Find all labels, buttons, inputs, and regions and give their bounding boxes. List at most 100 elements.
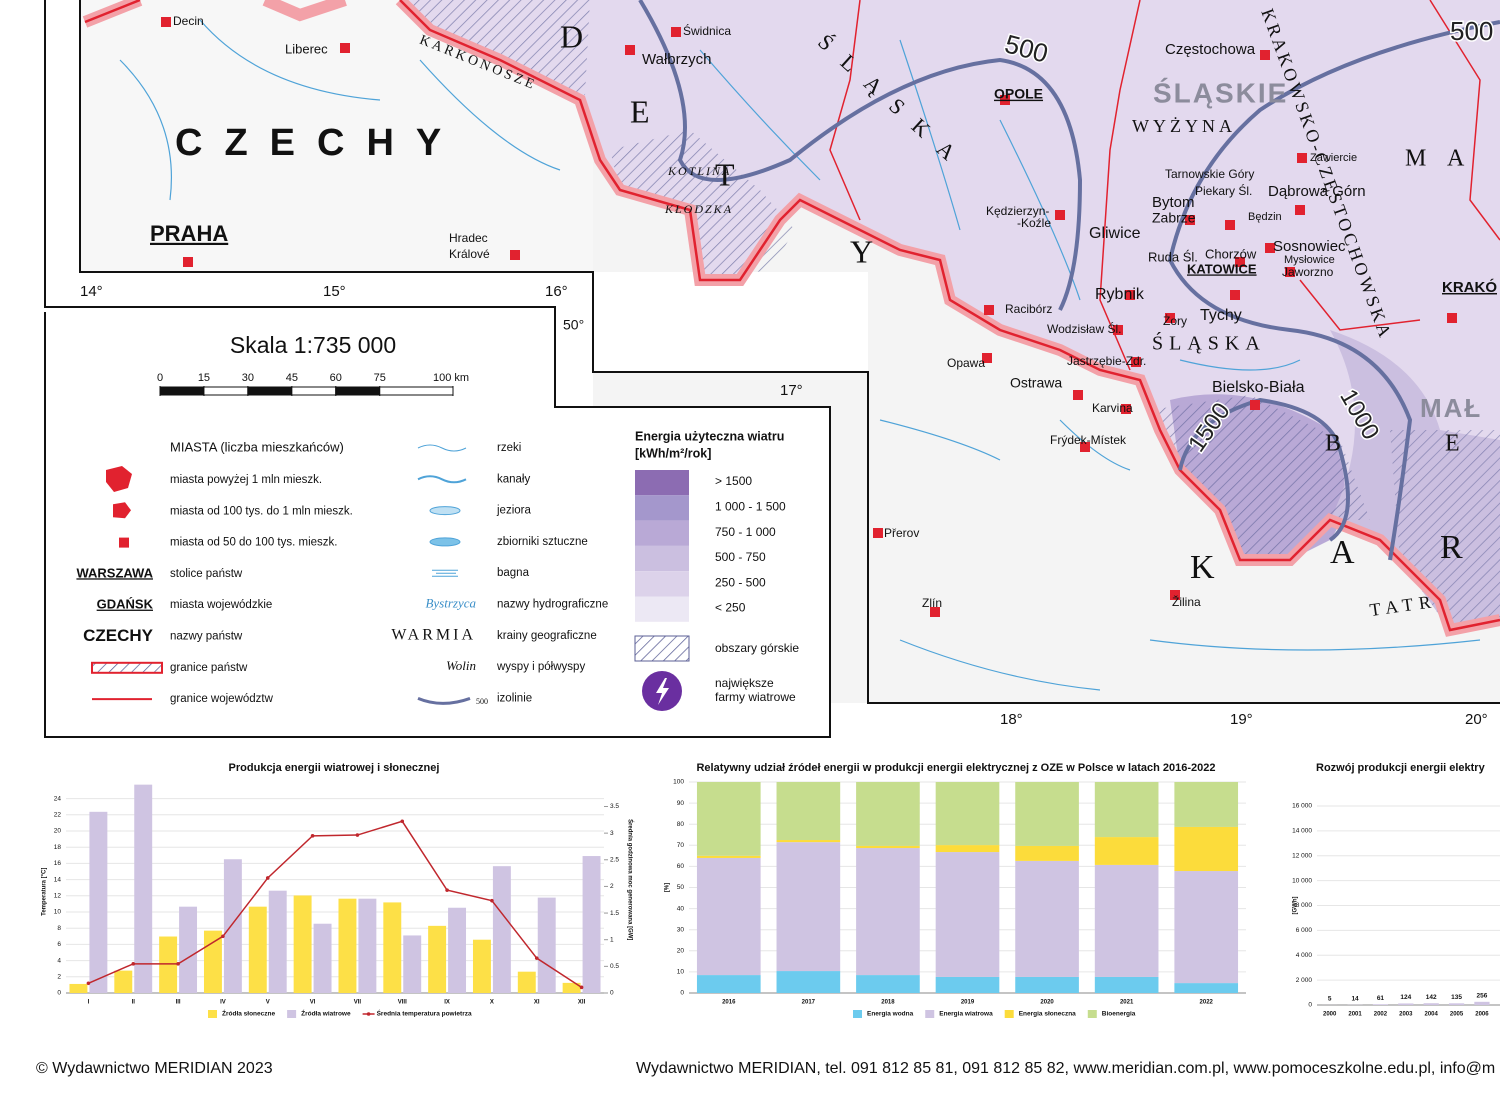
map-label: Přerov xyxy=(884,526,919,540)
value-label: 124 xyxy=(1400,994,1411,1001)
wind-class xyxy=(635,495,689,521)
legend-label: < 250 xyxy=(715,601,746,615)
map-label: Y xyxy=(850,233,873,269)
bar-segment xyxy=(776,842,841,972)
legend-label: farmy wiatrowe xyxy=(715,690,796,704)
y-tick-label: 22 xyxy=(54,812,62,819)
map-label: Zlín xyxy=(922,596,942,610)
bar xyxy=(293,895,312,993)
bar-segment xyxy=(935,976,1000,993)
legend-label: największe xyxy=(715,676,774,690)
y-tick-label: 20 xyxy=(677,948,685,955)
y-tick-label: 2 000 xyxy=(1296,977,1313,984)
y2-tick-label: 0.5 xyxy=(610,963,619,970)
legend-icon xyxy=(91,661,163,674)
city xyxy=(984,305,994,315)
chart: Relatywny udział źródeł energii w produk… xyxy=(665,762,1246,1018)
city xyxy=(1121,404,1131,414)
line-point xyxy=(490,898,494,903)
y-tick-label: 60 xyxy=(677,863,685,870)
map-label: Zawiercie xyxy=(1310,152,1357,164)
map-label: Karvina xyxy=(1092,401,1133,415)
bar xyxy=(1423,1003,1439,1005)
bar xyxy=(223,859,242,993)
bar-segment xyxy=(696,855,761,858)
map-label: A xyxy=(1330,534,1355,571)
scale-tick-label: 30 xyxy=(242,372,254,384)
map-label: Częstochowa xyxy=(1165,41,1256,58)
x-tick-label: 2006 xyxy=(1475,1012,1489,1018)
legend-swatch xyxy=(925,1010,935,1018)
bar xyxy=(338,898,357,993)
map-label: Dąbrowa Górn xyxy=(1268,183,1366,200)
map-label: Žilina xyxy=(1172,594,1201,609)
chart-title: Rozwój produkcji energii elektry xyxy=(1316,762,1486,774)
legend-label: Energia wodna xyxy=(867,1011,914,1018)
line-point xyxy=(534,956,539,960)
legend-title: Energia użyteczna wiatru xyxy=(635,429,784,443)
legend-swatch xyxy=(853,1010,862,1018)
map-label: Gliwice xyxy=(1089,225,1141,242)
legend-label: miasta powyżej 1 mln mieszk. xyxy=(170,474,322,486)
legend-sample: Wolin xyxy=(446,658,476,673)
legend-label: miasta od 50 do 100 tys. mieszk. xyxy=(170,537,337,549)
bar-segment xyxy=(1174,983,1239,993)
value-label: 142 xyxy=(1426,994,1437,1001)
legend-label: granice województw xyxy=(170,693,274,705)
y-tick-label: 10 xyxy=(54,909,62,916)
map-label: Tarnowskie Góry xyxy=(1165,167,1254,181)
map-label: Mysłowice xyxy=(1284,254,1335,266)
bar xyxy=(428,925,447,993)
y-tick-label: 70 xyxy=(677,842,685,849)
line xyxy=(88,820,582,988)
x-tick-label: 2022 xyxy=(1200,1000,1214,1006)
y2-tick-label: 2 xyxy=(610,883,614,890)
value-label: 135 xyxy=(1451,994,1462,1001)
y-tick-label: 80 xyxy=(677,821,685,828)
legend-swatch xyxy=(1087,1010,1097,1018)
wind-class xyxy=(635,470,689,496)
bar-segment xyxy=(1015,845,1079,861)
y-tick-label: 0 xyxy=(57,990,61,997)
legend-label: Energia wiatrowa xyxy=(939,1011,993,1018)
map-label: Opawa xyxy=(947,356,985,370)
bar xyxy=(268,890,287,993)
map-label: ŚLĄSKIE xyxy=(1153,77,1288,108)
y-tick-label: 14 000 xyxy=(1292,828,1312,835)
map-label: KOTLINA xyxy=(667,164,731,178)
map-label: Żory xyxy=(1163,314,1187,328)
scale-segment xyxy=(203,386,249,396)
bar xyxy=(537,897,556,993)
legend-icon xyxy=(429,506,461,516)
x-tick-label: 2000 xyxy=(1323,1012,1337,1018)
bar-segment xyxy=(1094,864,1159,977)
wind-class xyxy=(635,571,689,597)
line-point xyxy=(445,888,449,892)
isoline xyxy=(638,0,1083,311)
legend-icon xyxy=(417,444,467,452)
bar-segment xyxy=(935,852,1000,977)
y-tick-label: 6 000 xyxy=(1296,927,1313,934)
legend-icon xyxy=(417,475,467,484)
bar xyxy=(562,982,581,993)
bar-segment xyxy=(1174,826,1239,872)
y-tick-label: 0 xyxy=(680,990,684,997)
map-label: Piekary Śl. xyxy=(1195,183,1252,198)
city xyxy=(1165,313,1175,323)
scale-tick-label: 45 xyxy=(286,372,298,384)
legend-icon xyxy=(634,635,690,662)
y-tick-label: 6 xyxy=(57,941,61,948)
bar-segment xyxy=(1094,976,1159,993)
scale-segment xyxy=(247,386,293,396)
y-tick-label: 4 xyxy=(57,957,61,964)
map-label: 14° xyxy=(80,283,103,300)
legend-label: zbiorniki sztuczne xyxy=(497,536,588,548)
x-tick-label: 2020 xyxy=(1040,1000,1054,1006)
x-tick-label: 2021 xyxy=(1120,1000,1134,1006)
map xyxy=(44,0,1500,738)
scale-title: Skala 1:735 000 xyxy=(230,332,396,358)
y2-tick-label: 3 xyxy=(610,830,614,837)
legend-label: miasta od 100 tys. do 1 mln mieszk. xyxy=(170,505,353,517)
scale-tick-label: 60 xyxy=(330,372,342,384)
x-tick-label: 2004 xyxy=(1425,1012,1439,1018)
